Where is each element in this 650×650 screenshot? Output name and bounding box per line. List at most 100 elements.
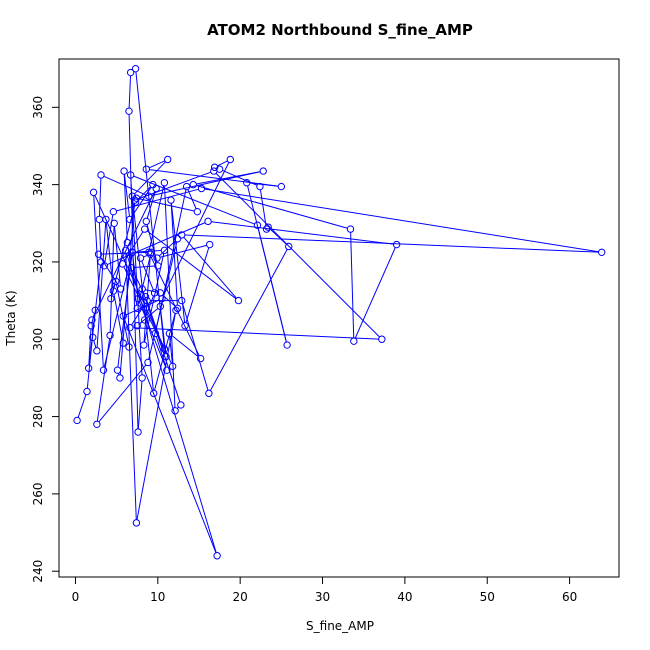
- data-point: [93, 420, 101, 429]
- series-segment: [134, 265, 155, 269]
- data-point: [140, 225, 149, 233]
- series-segment: [132, 255, 139, 296]
- data-point: [173, 235, 182, 243]
- data-point: [189, 180, 197, 189]
- data-point: [350, 337, 358, 345]
- data-point: [150, 289, 159, 297]
- data-point: [136, 254, 145, 262]
- series-segment: [146, 299, 166, 354]
- x-axis: 0 10 20 30 40 50 60: [72, 576, 577, 604]
- series-segment: [96, 222, 107, 348]
- y-tick-label: 280: [31, 405, 45, 428]
- y-tick-label: 240: [31, 560, 45, 583]
- series-segment: [155, 336, 167, 368]
- data-point: [122, 246, 130, 255]
- data-point: [378, 335, 386, 343]
- data-point: [145, 248, 153, 256]
- data-point: [156, 289, 164, 297]
- series-segment: [184, 234, 599, 253]
- data-point: [165, 329, 174, 338]
- x-tick-label: 40: [397, 590, 412, 604]
- data-point: [126, 68, 135, 77]
- series-segment: [131, 187, 152, 218]
- x-axis-label: S_fine_AMP: [306, 619, 374, 633]
- series-segment: [222, 169, 258, 186]
- series-segment: [125, 253, 137, 520]
- data-point: [140, 341, 148, 349]
- data-point: [205, 389, 213, 398]
- y-tick-label: 260: [31, 482, 45, 505]
- series-segment: [77, 394, 87, 418]
- data-point: [204, 217, 212, 226]
- data-point: [109, 287, 118, 295]
- series-segment: [146, 191, 156, 219]
- data-point: [264, 223, 272, 231]
- data-point: [73, 416, 81, 425]
- series-segment: [196, 185, 348, 229]
- series-segment: [171, 335, 199, 357]
- data-point: [162, 352, 170, 361]
- y-tick-label: 360: [31, 96, 45, 119]
- data-point: [253, 221, 262, 229]
- data-point: [144, 358, 152, 367]
- data-point: [160, 246, 169, 255]
- data-point: [123, 238, 132, 247]
- series-segment: [92, 191, 156, 318]
- data-point: [91, 306, 99, 314]
- data-point: [160, 179, 169, 187]
- data-point: [283, 341, 291, 349]
- data-point: [213, 552, 221, 560]
- data-point: [118, 260, 127, 268]
- series-segment: [162, 162, 230, 297]
- data-point: [160, 345, 169, 353]
- series-segment: [126, 253, 217, 553]
- series-segment: [98, 178, 102, 217]
- data-point: [138, 374, 146, 382]
- series-segment: [136, 313, 176, 520]
- series-segment: [187, 189, 197, 209]
- series-segment: [164, 185, 176, 408]
- chart-title: ATOM2 Northbound S_fine_AMP: [207, 21, 473, 39]
- y-tick-label: 340: [31, 173, 45, 196]
- data-point: [100, 262, 108, 270]
- data-point: [156, 302, 164, 311]
- data-point: [109, 207, 118, 216]
- series-segment: [123, 174, 130, 217]
- y-axis-label: Theta (K): [4, 290, 18, 346]
- series-segment: [137, 171, 211, 200]
- data-point: [140, 316, 149, 324]
- series-segment: [209, 249, 288, 391]
- series-segment: [169, 336, 173, 364]
- data-point: [119, 312, 127, 320]
- data-point: [141, 293, 150, 301]
- series-segment: [155, 189, 187, 331]
- data-point: [131, 198, 140, 206]
- series-segment: [143, 254, 148, 258]
- series-segment: [185, 247, 210, 323]
- data-point: [196, 354, 205, 363]
- data-point: [102, 215, 110, 224]
- series-segment: [148, 185, 165, 250]
- data-point: [126, 215, 134, 224]
- x-tick-label: 20: [233, 590, 248, 604]
- series-segment: [134, 161, 166, 195]
- data-point: [173, 304, 182, 313]
- series-segment: [350, 232, 355, 339]
- series-segment: [113, 293, 124, 341]
- data-point: [97, 171, 105, 179]
- series-segment: [123, 318, 217, 553]
- data-point: [164, 155, 172, 164]
- data-point: [152, 184, 160, 193]
- series-segment: [127, 245, 138, 306]
- data-point: [151, 329, 160, 338]
- series-segment: [116, 188, 199, 212]
- data-point: [94, 250, 103, 258]
- data-point: [259, 167, 267, 175]
- series-segment: [137, 255, 151, 306]
- series-segment: [146, 230, 237, 300]
- data-point: [163, 366, 171, 374]
- data-point: [178, 231, 186, 239]
- data-point: [89, 188, 98, 197]
